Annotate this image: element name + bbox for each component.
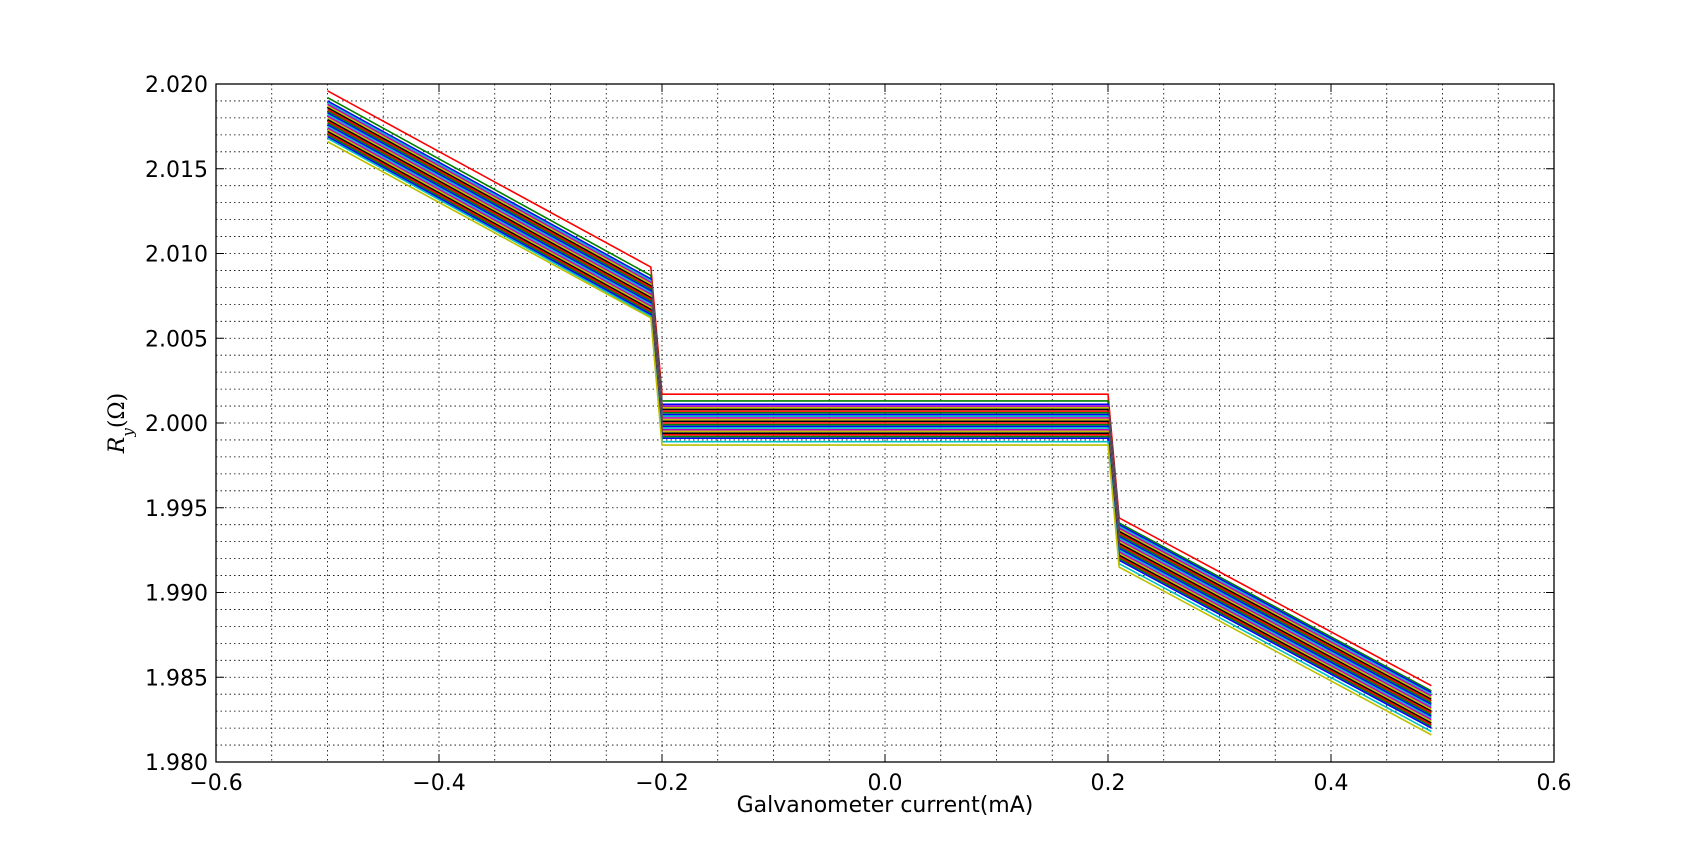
series-line <box>327 120 1432 714</box>
series-line <box>327 115 1432 709</box>
series-line <box>327 123 1432 717</box>
series-line <box>327 112 1432 706</box>
x-tick-label: 0.2 <box>1091 771 1126 796</box>
y-tick-label: 2.015 <box>145 158 208 183</box>
y-tick-label: 1.980 <box>145 751 208 776</box>
series-line <box>327 125 1432 719</box>
y-axis-label-main: R <box>105 437 130 455</box>
y-tick-label: 2.005 <box>145 327 208 352</box>
x-tick-label: −0.2 <box>635 771 688 796</box>
series-line <box>327 103 1432 697</box>
y-tick-label: 1.990 <box>145 582 208 607</box>
x-tick-label: −0.6 <box>189 771 242 796</box>
series-line <box>327 129 1432 723</box>
series-line <box>327 130 1432 724</box>
series-line <box>327 113 1432 707</box>
series-line <box>327 105 1432 699</box>
series-line <box>327 134 1432 728</box>
x-axis-label: Galvanometer current(mA) <box>737 793 1034 818</box>
series-line <box>327 132 1432 726</box>
y-tick-label: 1.995 <box>145 497 208 522</box>
tick-labels: −0.6 −0.4 −0.2 0.0 0.2 0.4 0.6 1.980 1.985 1.990 1… <box>145 73 1571 796</box>
series-line <box>327 127 1432 721</box>
series-line <box>327 122 1432 716</box>
series-line <box>327 90 1432 687</box>
series-line <box>327 135 1432 729</box>
series-line <box>327 140 1432 736</box>
y-axis-label-unit: (Ω) <box>105 393 130 428</box>
x-tick-label: 0.0 <box>868 771 903 796</box>
series-line <box>327 100 1432 694</box>
x-tick-label: 0.6 <box>1537 771 1572 796</box>
series-line <box>327 117 1432 711</box>
series-lines <box>327 90 1432 736</box>
axis-ticks <box>215 83 1555 763</box>
series-line <box>327 118 1432 712</box>
series-line <box>327 137 1432 733</box>
y-tick-label: 1.985 <box>145 666 208 691</box>
x-tick-label: −0.4 <box>412 771 465 796</box>
y-axis-label: Ry(Ω) <box>105 393 137 454</box>
y-tick-label: 2.020 <box>145 73 208 98</box>
y-tick-label: 2.000 <box>145 412 208 437</box>
series-line <box>327 108 1432 702</box>
y-axis-label-sub: y <box>119 428 137 438</box>
series-line <box>327 107 1432 700</box>
series-line <box>327 96 1432 692</box>
x-tick-label: 0.4 <box>1314 771 1349 796</box>
y-tick-label: 2.010 <box>145 243 208 268</box>
series-line <box>327 110 1432 704</box>
